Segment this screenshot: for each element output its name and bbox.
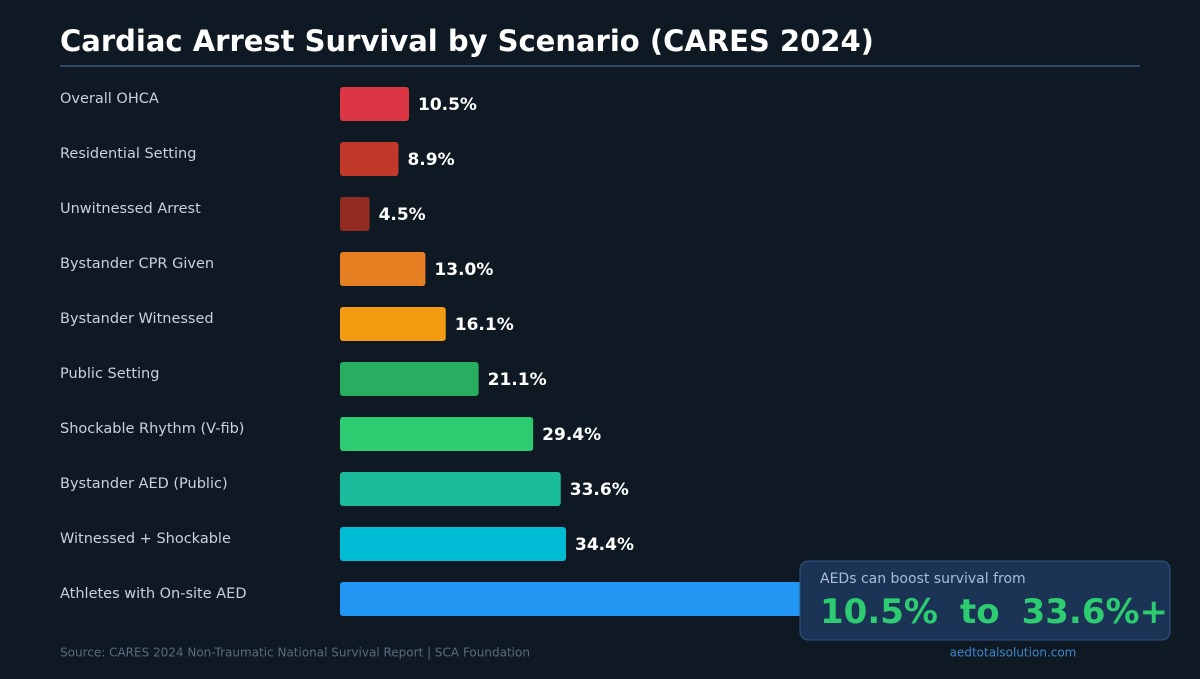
bar <box>340 252 426 286</box>
website: aedtotalsolution.com <box>950 646 1077 660</box>
bar <box>340 417 534 451</box>
value-label: 29.4% <box>542 425 601 445</box>
source: Source: CARES 2024 Non-Traumatic Nationa… <box>60 646 530 660</box>
bar <box>340 362 479 396</box>
category-label: Bystander Witnessed <box>60 311 214 327</box>
value-label: 10.5% <box>418 95 477 115</box>
category-label: Residential Setting <box>60 146 196 162</box>
callout-connector: to <box>960 592 1000 632</box>
category-label: Public Setting <box>60 366 159 382</box>
chart-title: Cardiac Arrest Survival by Scenario (CAR… <box>60 24 874 58</box>
value-label: 16.1% <box>455 315 514 335</box>
bar <box>340 582 925 616</box>
category-label: Witnessed + Shockable <box>60 531 231 547</box>
value-label: 4.5% <box>379 205 426 225</box>
category-label: Bystander CPR Given <box>60 256 214 272</box>
category-label: Overall OHCA <box>60 91 159 107</box>
bar <box>340 527 567 561</box>
category-label: Unwitnessed Arrest <box>60 201 201 217</box>
value-label: 8.9% <box>407 150 454 170</box>
value-label: 34.4% <box>575 535 634 555</box>
bar <box>340 307 446 341</box>
category-label: Shockable Rhythm (V-fib) <box>60 421 244 437</box>
bar <box>340 142 399 176</box>
callout-text: AEDs can boost survival from <box>820 571 1026 587</box>
callout: AEDs can boost survival from 10.5% to 33.6… <box>799 560 1171 641</box>
bars: Overall OHCA 10.5% Residential Setting 8.9%… <box>60 87 925 616</box>
callout-figure: 10.5% to 33.6%+ <box>820 592 1168 632</box>
callout-box <box>799 560 1171 641</box>
callout-to: 33.6%+ <box>1022 592 1168 632</box>
bar <box>340 472 561 506</box>
category-label: Bystander AED (Public) <box>60 476 228 492</box>
category-label: Athletes with On-site AED <box>60 586 247 602</box>
bar <box>340 197 370 231</box>
bar <box>340 87 409 121</box>
value-label: 21.1% <box>488 370 547 390</box>
value-label: 13.0% <box>434 260 493 280</box>
value-label: 33.6% <box>570 480 629 500</box>
callout-from: 10.5% <box>820 592 938 632</box>
